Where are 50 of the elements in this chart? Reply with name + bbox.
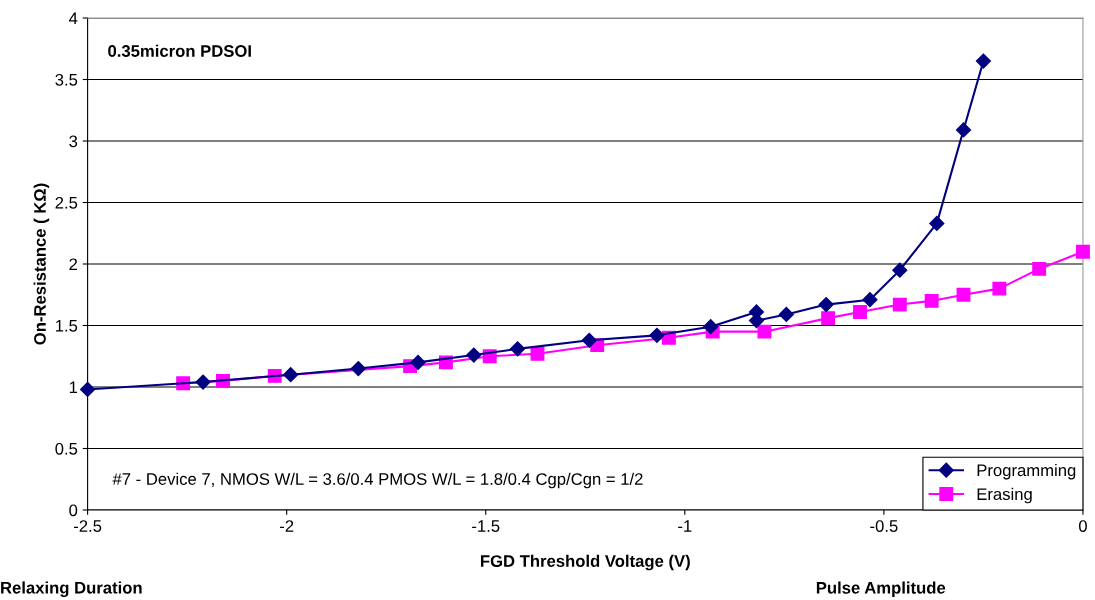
point bbox=[530, 346, 545, 361]
y-tick-label: 4 bbox=[68, 12, 78, 25]
x-tick-label: -1.5 bbox=[472, 520, 500, 532]
point bbox=[924, 293, 939, 308]
y-tick-label: 3 bbox=[69, 135, 78, 148]
point bbox=[195, 374, 211, 390]
y-tick-label: 3.5 bbox=[55, 73, 78, 86]
point bbox=[1076, 244, 1090, 259]
point bbox=[992, 281, 1007, 296]
point bbox=[510, 341, 526, 357]
y-tick-label: 0 bbox=[69, 504, 78, 517]
x-tick-label: 0 bbox=[1078, 520, 1087, 532]
legend-label: Erasing bbox=[977, 487, 1032, 504]
x-tick-label: -1 bbox=[678, 520, 692, 532]
point bbox=[821, 311, 836, 326]
point bbox=[1032, 261, 1047, 276]
point bbox=[862, 292, 878, 308]
point bbox=[283, 367, 299, 383]
point bbox=[649, 327, 665, 343]
point bbox=[757, 324, 772, 339]
point bbox=[853, 305, 867, 319]
y-tick-label: 2 bbox=[69, 258, 78, 271]
y-tick-label: 1.5 bbox=[55, 320, 78, 332]
point bbox=[892, 262, 908, 278]
x-tick-label: -2 bbox=[280, 520, 294, 532]
point bbox=[581, 332, 597, 348]
y-tick-label: 1 bbox=[69, 381, 78, 394]
point bbox=[955, 122, 972, 138]
point bbox=[778, 306, 794, 323]
x-tick-label: -0.5 bbox=[870, 520, 898, 532]
annotation: 0.35micron PDSOI bbox=[108, 44, 251, 57]
y-tick-label: 0.5 bbox=[55, 442, 78, 455]
point bbox=[892, 297, 907, 312]
point bbox=[350, 360, 366, 377]
x-axis-title: FGD Threshold Voltage (V) bbox=[480, 554, 690, 571]
point bbox=[929, 215, 945, 231]
point bbox=[80, 381, 96, 398]
y-tick-label: 2.5 bbox=[55, 196, 78, 209]
point bbox=[975, 53, 991, 69]
annotation: #7 - Device 7, NMOS W/L = 3.6/0.4 PMOS W/L = 1.8/0.4 Cgp/Cgn = 1/2 bbox=[112, 472, 643, 489]
legend-label: Programming bbox=[977, 463, 1076, 480]
point bbox=[956, 287, 971, 302]
point bbox=[466, 347, 482, 363]
text: Relaxing Duration bbox=[1, 581, 142, 597]
point bbox=[410, 354, 426, 370]
y-axis-title: On-Resistance ( KΩ) bbox=[33, 183, 50, 345]
point bbox=[818, 297, 834, 313]
x-tick-label: -2.5 bbox=[73, 520, 102, 532]
point bbox=[703, 319, 719, 335]
text: Pulse Amplitude bbox=[816, 581, 946, 597]
